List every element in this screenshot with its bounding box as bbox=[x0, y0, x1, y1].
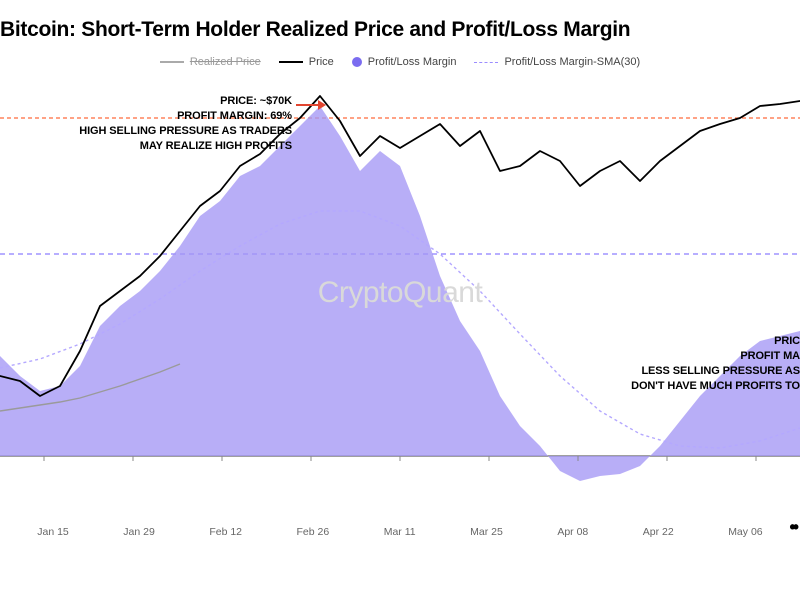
x-tick: Mar 25 bbox=[470, 526, 503, 538]
legend-dot-icon bbox=[352, 57, 362, 67]
x-tick: Apr 22 bbox=[643, 526, 674, 538]
annotation-line: DON'T HAVE MUCH PROFITS TO bbox=[580, 379, 800, 394]
legend-line-black-icon bbox=[279, 61, 303, 63]
x-tick: Jan 29 bbox=[123, 526, 155, 538]
annotation-line: PRICE: ~$70K bbox=[32, 94, 292, 109]
annotation-line: HIGH SELLING PRESSURE AS TRADERS bbox=[32, 124, 292, 139]
annotation-line: PROFIT MARGIN: 69% bbox=[32, 109, 292, 124]
legend-realized-price: Realized Price bbox=[160, 56, 261, 68]
annotation-trough: PRIC PROFIT MA LESS SELLING PRESSURE AS … bbox=[580, 334, 800, 393]
x-tick: Mar 11 bbox=[384, 526, 416, 538]
legend-label: Profit/Loss Margin-SMA(30) bbox=[504, 56, 640, 68]
legend-label: Realized Price bbox=[190, 56, 261, 68]
x-tick: Feb 26 bbox=[297, 526, 330, 538]
x-axis: Jan 15 Jan 29 Feb 12 Feb 26 Mar 11 Mar 2… bbox=[0, 526, 800, 538]
annotation-line: PRIC bbox=[580, 334, 800, 349]
legend-margin: Profit/Loss Margin bbox=[352, 56, 457, 68]
legend: Realized Price Price Profit/Loss Margin … bbox=[0, 56, 800, 68]
brand-logo-icon: •• bbox=[789, 517, 796, 538]
legend-price: Price bbox=[279, 56, 334, 68]
plot-area: CryptoQuant PRICE: ~$70K PROFIT MARGIN: … bbox=[0, 76, 800, 546]
legend-label: Profit/Loss Margin bbox=[368, 56, 457, 68]
legend-label: Price bbox=[309, 56, 334, 68]
annotation-peak: PRICE: ~$70K PROFIT MARGIN: 69% HIGH SEL… bbox=[32, 94, 292, 153]
annotation-line: PROFIT MA bbox=[580, 349, 800, 364]
chart-title: Bitcoin: Short-Term Holder Realized Pric… bbox=[0, 18, 800, 42]
x-tick: Feb 12 bbox=[209, 526, 242, 538]
x-tick: Apr 08 bbox=[557, 526, 588, 538]
legend-sma: Profit/Loss Margin-SMA(30) bbox=[474, 56, 640, 68]
legend-line-dashed-icon bbox=[474, 62, 498, 63]
chart-container: Bitcoin: Short-Term Holder Realized Pric… bbox=[0, 0, 800, 600]
annotation-line: LESS SELLING PRESSURE AS bbox=[580, 364, 800, 379]
legend-line-grey-icon bbox=[160, 61, 184, 63]
x-tick: Jan 15 bbox=[37, 526, 69, 538]
x-tick: May 06 bbox=[728, 526, 762, 538]
annotation-line: MAY REALIZE HIGH PROFITS bbox=[32, 139, 292, 154]
